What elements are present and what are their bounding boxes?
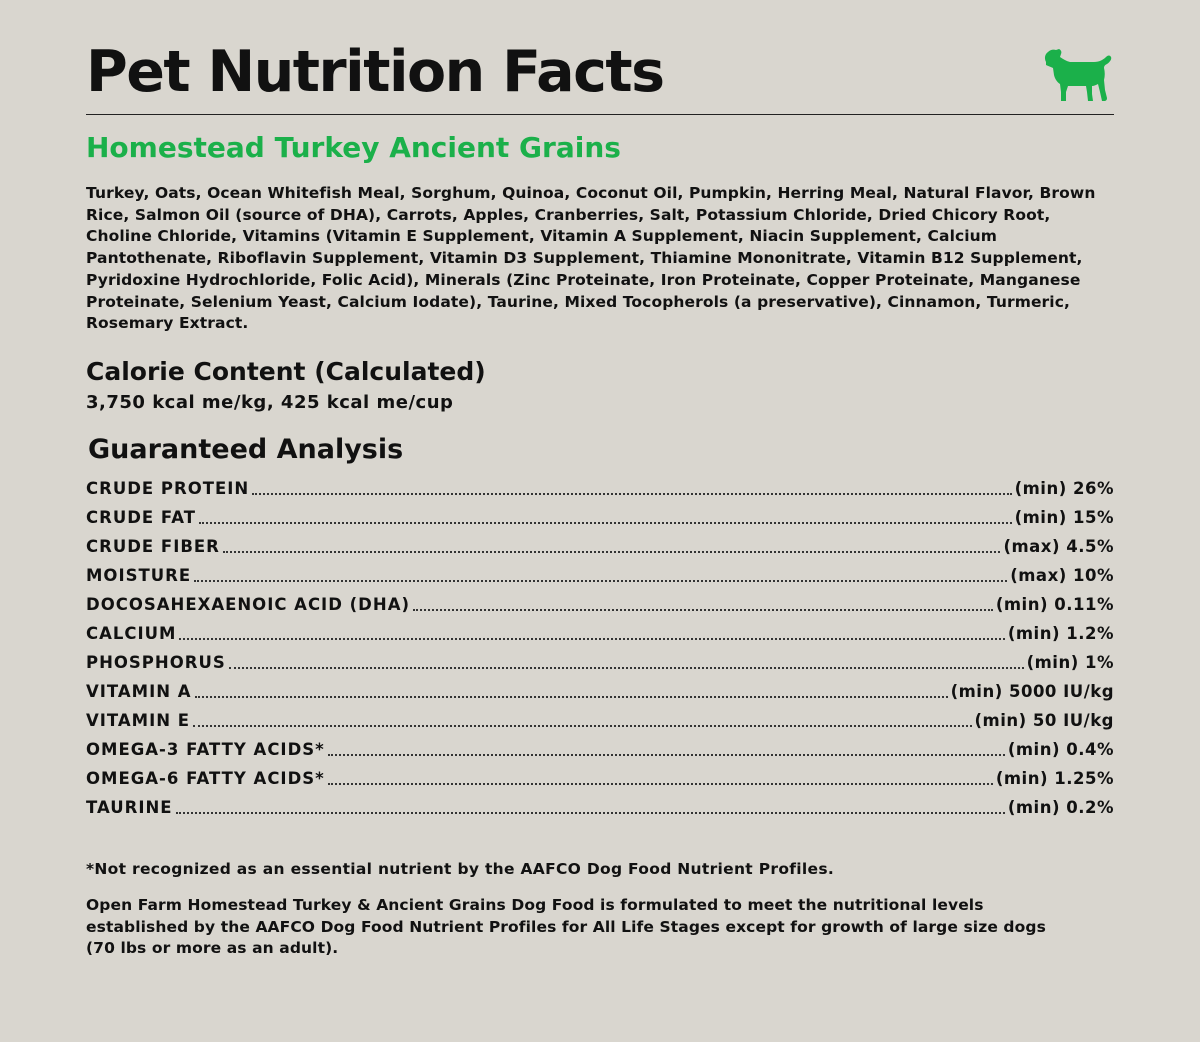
aafco-statement: Open Farm Homestead Turkey & Ancient Gra…	[86, 896, 1046, 957]
analysis-name: CALCIUM	[86, 624, 177, 643]
ingredients-list: Turkey, Oats, Ocean Whitefish Meal, Sorg…	[86, 184, 1096, 333]
analysis-row-vitamin-a: VITAMIN A (min) 5000 IU/kg	[86, 677, 1114, 706]
analysis-row-crude-fat: CRUDE FAT (min) 15%	[86, 503, 1114, 532]
analysis-name: OMEGA-6 FATTY ACIDS*	[86, 769, 325, 788]
dot-leader	[194, 695, 948, 698]
dot-leader	[413, 608, 993, 611]
dot-leader	[252, 492, 1012, 495]
analysis-value: (max) 10%	[1010, 566, 1114, 585]
dot-leader	[228, 666, 1024, 669]
product-name: Homestead Turkey Ancient Grains	[86, 131, 621, 164]
dot-leader	[327, 753, 1005, 756]
dot-leader	[194, 579, 1008, 582]
dot-leader	[199, 521, 1012, 524]
analysis-row-moisture: MOISTURE (max) 10%	[86, 561, 1114, 590]
analysis-row-crude-fiber: CRUDE FIBER (max) 4.5%	[86, 532, 1114, 561]
page-title: Pet Nutrition Facts	[86, 39, 665, 105]
analysis-value: (max) 4.5%	[1003, 537, 1114, 556]
calorie-heading: Calorie Content (Calculated)	[86, 357, 486, 386]
dog-icon	[1044, 49, 1112, 101]
analysis-name: MOISTURE	[86, 566, 192, 585]
guaranteed-analysis-heading: Guaranteed Analysis	[88, 434, 404, 465]
analysis-row-calcium: CALCIUM (min) 1.2%	[86, 619, 1114, 648]
dot-leader	[179, 637, 1005, 640]
calorie-value: 3,750 kcal me/kg, 425 kcal me/cup	[86, 392, 454, 413]
analysis-row-taurine: TAURINE (min) 0.2%	[86, 793, 1114, 822]
analysis-value: (min) 1%	[1026, 653, 1114, 672]
analysis-value: (min) 0.11%	[995, 595, 1114, 614]
analysis-value: (min) 15%	[1014, 508, 1114, 527]
dot-leader	[193, 724, 972, 727]
analysis-value: (min) 0.2%	[1007, 798, 1114, 817]
analysis-name: OMEGA-3 FATTY ACIDS*	[86, 740, 325, 759]
analysis-row-omega-3: OMEGA-3 FATTY ACIDS* (min) 0.4%	[86, 735, 1114, 764]
dot-leader	[175, 811, 1005, 814]
analysis-value: (min) 0.4%	[1007, 740, 1114, 759]
analysis-name: CRUDE FAT	[86, 508, 197, 527]
analysis-value: (min) 50 IU/kg	[974, 711, 1114, 730]
analysis-row-vitamin-e: VITAMIN E (min) 50 IU/kg	[86, 706, 1114, 735]
analysis-name: VITAMIN E	[86, 711, 191, 730]
guaranteed-analysis-table: CRUDE PROTEIN (min) 26% CRUDE FAT (min) …	[86, 474, 1114, 822]
analysis-value: (min) 26%	[1014, 479, 1114, 498]
aafco-footnote: *Not recognized as an essential nutrient…	[86, 860, 835, 878]
analysis-row-phosphorus: PHOSPHORUS (min) 1%	[86, 648, 1114, 677]
analysis-name: DOCOSAHEXAENOIC ACID (DHA)	[86, 595, 410, 614]
analysis-name: CRUDE FIBER	[86, 537, 220, 556]
analysis-value: (min) 1.2%	[1007, 624, 1114, 643]
analysis-name: PHOSPHORUS	[86, 653, 226, 672]
title-divider	[86, 114, 1114, 115]
analysis-row-crude-protein: CRUDE PROTEIN (min) 26%	[86, 474, 1114, 503]
analysis-row-dha: DOCOSAHEXAENOIC ACID (DHA) (min) 0.11%	[86, 590, 1114, 619]
analysis-name: VITAMIN A	[86, 682, 192, 701]
analysis-value: (min) 1.25%	[995, 769, 1114, 788]
dot-leader	[222, 550, 1001, 553]
analysis-row-omega-6: OMEGA-6 FATTY ACIDS* (min) 1.25%	[86, 764, 1114, 793]
analysis-value: (min) 5000 IU/kg	[950, 682, 1114, 701]
analysis-name: CRUDE PROTEIN	[86, 479, 250, 498]
analysis-name: TAURINE	[86, 798, 173, 817]
dot-leader	[327, 782, 993, 785]
